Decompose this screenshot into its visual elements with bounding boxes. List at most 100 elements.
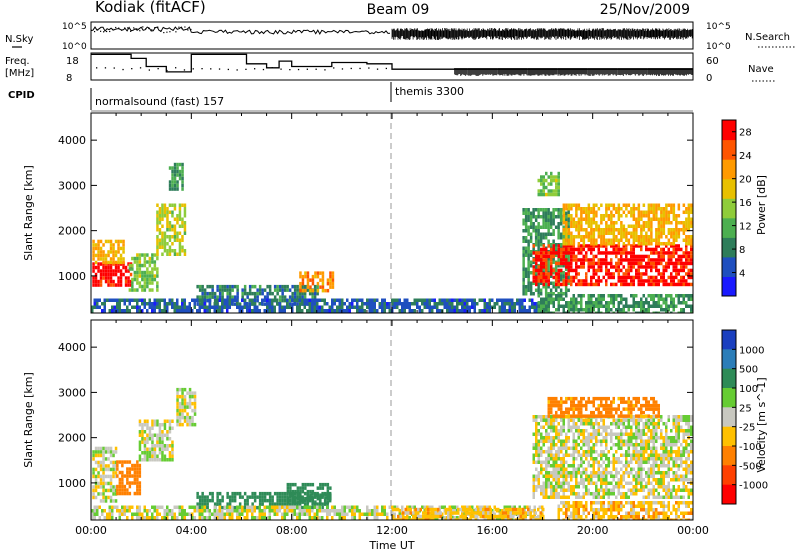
heatmap-cell [537, 450, 540, 454]
heatmap-cell [489, 514, 492, 519]
heatmap-cell [640, 224, 643, 228]
heatmap-cell [151, 256, 154, 261]
heatmap-cell [572, 418, 575, 422]
heatmap-cell [429, 514, 432, 519]
heatmap-cell [592, 474, 595, 478]
heatmap-cell [605, 478, 608, 482]
heatmap-cell [533, 509, 536, 513]
heatmap-cell [600, 464, 603, 468]
heatmap-cell [622, 242, 626, 246]
heatmap-cell [627, 242, 631, 246]
heatmap-cell [615, 432, 618, 436]
heatmap-cell [168, 444, 172, 448]
heatmap-cell [585, 228, 588, 232]
heatmap-cell [146, 447, 149, 451]
heatmap-cell [168, 451, 172, 455]
heatmap-cell [178, 162, 182, 167]
heatmap-cell [358, 298, 361, 302]
heatmap-cell [647, 261, 650, 266]
heatmap-cell [176, 235, 179, 239]
heatmap-cell [637, 301, 640, 305]
heatmap-cell [301, 284, 304, 289]
heatmap-cell [607, 308, 610, 312]
heatmap-cell [146, 451, 149, 455]
heatmap-cell [176, 183, 179, 188]
heatmap-cell [617, 492, 620, 496]
heatmap-cell [544, 222, 548, 226]
heatmap-cell [148, 274, 152, 278]
heatmap-cell [600, 279, 603, 283]
heatmap-cell [91, 512, 94, 516]
heatmap-cell [368, 512, 371, 516]
heatmap-cell [622, 308, 625, 312]
heatmap-cell [524, 267, 528, 271]
heatmap-cell [582, 436, 585, 440]
heatmap-cell [622, 244, 625, 248]
heatmap-cell [537, 208, 540, 212]
heatmap-cell [565, 436, 568, 440]
heatmap-cell [208, 302, 211, 306]
heatmap-cell [206, 509, 209, 513]
heatmap-cell [545, 432, 548, 436]
heatmap-cell [685, 242, 688, 246]
heatmap-cell [602, 244, 605, 248]
heatmap-cell [627, 453, 630, 457]
heatmap-cell [296, 295, 299, 299]
heatmap-cell [266, 498, 269, 503]
heatmap-cell [642, 214, 646, 218]
heatmap-cell [539, 236, 543, 240]
heatmap-cell [544, 292, 548, 296]
heatmap-cell [612, 422, 615, 426]
heatmap-cell [246, 305, 249, 309]
heatmap-cell [677, 311, 680, 313]
heatmap-cell [572, 492, 575, 496]
heatmap-cell [640, 261, 643, 266]
heatmap-cell [557, 282, 560, 287]
heatmap-cell [607, 432, 610, 436]
heatmap-cell [508, 305, 511, 309]
heatmap-cell [670, 272, 673, 276]
heatmap-cell [203, 509, 206, 513]
heatmap-cell [532, 418, 535, 422]
heatmap-cell [575, 422, 578, 426]
heatmap-cell [519, 514, 522, 519]
heatmap-cell [383, 509, 386, 513]
heatmap-cell [151, 451, 154, 455]
heatmap-cell [557, 292, 560, 296]
heatmap-cell [116, 491, 119, 496]
heatmap-cell [122, 257, 125, 261]
heatmap-cell [153, 277, 157, 282]
heatmap-cell [146, 277, 149, 282]
heatmap-cell [545, 272, 548, 276]
heatmap-cell [660, 251, 663, 255]
heatmap-cell [181, 509, 184, 513]
heatmap-cell [153, 309, 156, 313]
heatmap-cell [582, 294, 585, 298]
heatmap-cell [535, 450, 538, 454]
heatmap-cell [612, 474, 615, 478]
heatmap-cell [316, 298, 319, 302]
heatmap-cell [503, 305, 506, 309]
heatmap-cell [550, 418, 553, 422]
heatmap-cell [218, 284, 222, 289]
heatmap-cell [248, 495, 252, 499]
heatmap-cell [432, 511, 435, 515]
heatmap-cell [504, 511, 507, 515]
heatmap-cell [670, 254, 673, 259]
heatmap-cell [271, 309, 274, 313]
heatmap-cell [572, 460, 575, 464]
heatmap-cell [685, 265, 688, 269]
heatmap-cell [552, 460, 555, 464]
heatmap-cell [587, 214, 591, 218]
heatmap-cell [211, 284, 214, 289]
heatmap-cell [632, 474, 635, 478]
heatmap-cell [451, 298, 454, 302]
heatmap-cell [301, 512, 304, 516]
heatmap-cell [615, 235, 618, 239]
heatmap-cell [557, 485, 560, 489]
heatmap-cell [687, 224, 691, 228]
heatmap-cell [451, 302, 454, 306]
heatmap-cell [665, 282, 668, 287]
heatmap-cell [329, 496, 332, 501]
heatmap-cell [620, 251, 623, 255]
